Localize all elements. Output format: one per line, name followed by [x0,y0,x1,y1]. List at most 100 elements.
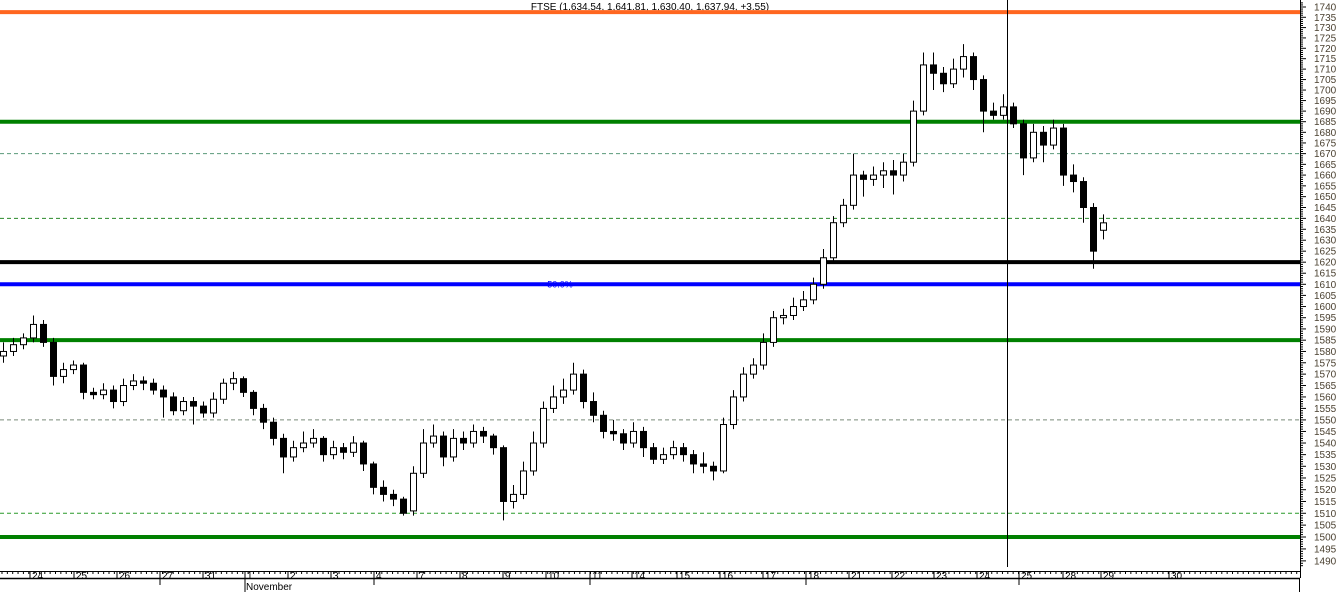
candle-body-up [740,373,747,398]
candle [220,378,227,404]
candle [570,362,577,395]
candle [180,396,187,416]
y-tick-label: 1530 [1314,462,1336,473]
candle [1030,123,1037,163]
y-tick-label: 1700 [1314,86,1336,97]
candle-body-down [340,447,347,453]
y-tick-label: 1715 [1314,54,1336,65]
y-tick-label: 1635 [1314,225,1336,236]
candle [970,52,977,91]
candle [680,443,687,462]
candle-body-down [580,373,587,403]
candle-body-down [250,391,257,409]
candle-body-down [160,389,167,398]
candle-body-down [110,389,117,403]
candle [840,198,847,228]
y-tick-label: 1645 [1314,203,1336,214]
chart-title: FTSE (1,634.54, 1,641.81, 1,630.40, 1,63… [531,2,769,13]
candle-body-down [970,56,977,81]
candle-body-down [710,465,717,472]
candle-body-up [800,299,807,308]
y-tick-label: 1590 [1314,324,1336,335]
candle-body-up [0,350,7,357]
candle-body-down [600,414,607,432]
candle [1070,164,1077,193]
y-tick-label: 1735 [1314,13,1336,24]
candle-body-up [910,110,917,163]
candle [650,443,657,464]
candle [210,392,217,418]
candle-body-up [520,470,527,495]
x-day-label: 9 [505,571,511,582]
candle-body-down [650,447,657,460]
candle [340,443,347,460]
candle-body-up [60,369,67,377]
candle-body-up [670,447,677,456]
candle-body-down [480,430,487,437]
candle-body-up [560,389,567,398]
x-day-label: 28 [1065,571,1077,582]
x-day-label: 21 [851,571,863,582]
candle [880,162,887,189]
candle-body-down [280,437,287,458]
x-day-label: 26 [119,571,131,582]
candle [670,440,677,460]
candle [1010,102,1017,129]
candle [90,387,97,400]
candle-body-up [310,437,317,444]
y-tick-label: 1500 [1314,533,1336,544]
candle-body-up [530,442,537,472]
candle-body-down [40,323,47,343]
candle-body-down [390,493,397,500]
y-tick-label: 1720 [1314,44,1336,55]
y-tick-label: 1525 [1314,473,1336,484]
x-day-label: 17 [765,571,777,582]
candle [940,67,947,93]
y-tick-label: 1695 [1314,96,1336,107]
y-tick-label: 1545 [1314,427,1336,438]
x-day-label: 24 [979,571,991,582]
candle [710,461,717,481]
candle [310,429,317,448]
candle [150,378,157,395]
x-day-label: 23 [936,571,948,582]
x-day-label: 14 [634,571,646,582]
x-day-label: 2 [290,571,296,582]
candle [1040,125,1047,163]
candle-body-down [320,437,327,456]
candle-body-up [120,385,127,403]
x-day-label: 27 [162,571,174,582]
candle-body-up [1050,127,1057,146]
candle [10,337,17,356]
candle-body-up [350,442,357,453]
candle [1000,94,1007,120]
candle-body-up [450,437,457,458]
candle-body-down [980,79,987,112]
candle-body-down [490,435,497,449]
candle-body-up [900,161,907,176]
candle [190,396,197,425]
y-tick-label: 1555 [1314,404,1336,415]
candle [370,461,377,495]
y-tick-label: 1560 [1314,392,1336,403]
candle-body-up [960,56,967,70]
y-tick-label: 1670 [1314,149,1336,160]
candle-body-down [1020,123,1027,159]
candle-body-down [1010,106,1017,125]
candle [50,337,57,386]
candle [1020,119,1027,176]
candle [910,100,917,167]
y-tick-label: 1570 [1314,370,1336,381]
candle-body-up [770,317,777,343]
x-day-label: 11 [592,571,603,582]
candle [750,358,757,379]
candle [0,342,7,363]
x-day-label: 25 [76,571,88,582]
candle [530,431,537,476]
candle-body-up [850,174,857,206]
candle [60,362,67,384]
candle [450,429,457,462]
y-tick-label: 1505 [1314,521,1336,532]
candle-body-down [590,401,597,416]
candle-body-up [830,222,837,259]
